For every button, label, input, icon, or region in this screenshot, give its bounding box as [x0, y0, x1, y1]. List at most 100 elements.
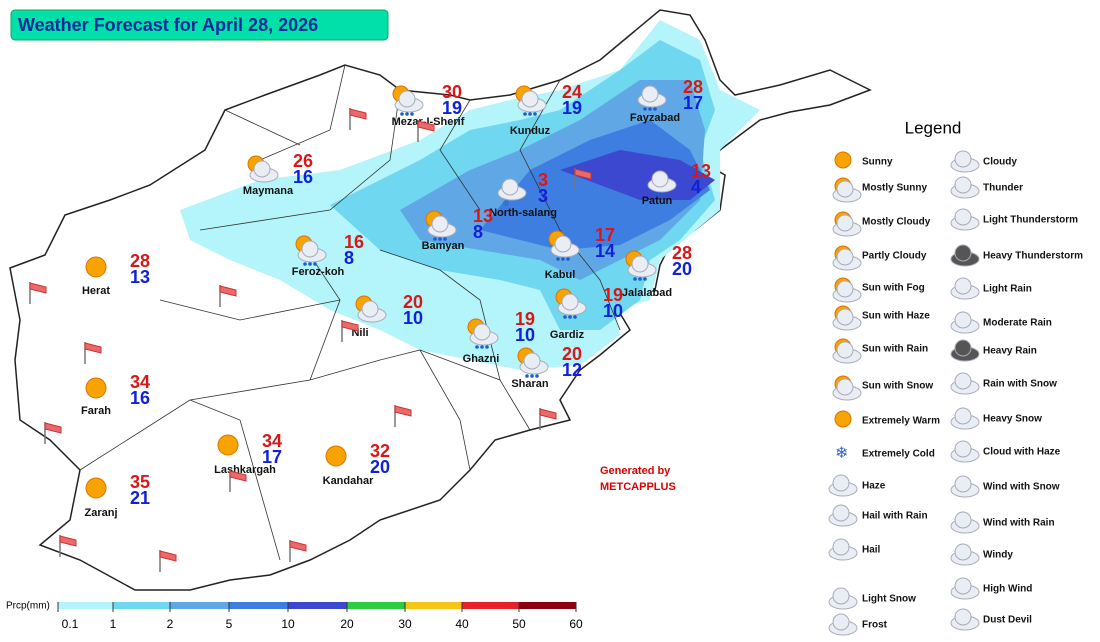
sun-icon: [85, 377, 107, 399]
city-min: 16: [130, 388, 150, 408]
legend-label: Dust Devil: [983, 615, 1032, 626]
cloud-icon: [954, 511, 972, 529]
legend-label: Sun with Rain: [862, 344, 928, 355]
title: Weather Forecast for April 28, 2026: [18, 15, 318, 35]
cloud-icon: [954, 339, 972, 357]
rain-icon: [561, 257, 565, 261]
cloud-icon: [398, 90, 416, 108]
rain-icon: [563, 315, 567, 319]
city-name: Ghazni: [463, 353, 500, 365]
city-min: 19: [562, 98, 582, 118]
cloud-icon: [554, 235, 572, 253]
city-max: 20: [562, 344, 582, 364]
cloud-icon: [431, 215, 449, 233]
rain-icon: [410, 112, 414, 116]
legend-label: Haze: [862, 481, 886, 492]
city-name: Bamyan: [422, 240, 465, 252]
rain-icon: [653, 192, 657, 196]
legend-label: Mostly Sunny: [862, 183, 927, 194]
legend-label: High Wind: [983, 584, 1032, 595]
cloud-icon: [954, 372, 972, 390]
city-max: 19: [515, 309, 535, 329]
cloud-icon: [832, 504, 850, 522]
rain-icon: [308, 262, 312, 266]
city-name: Feroz-koh: [292, 266, 345, 278]
scale-segment: [405, 602, 462, 609]
rain-icon: [535, 374, 539, 378]
city-name: Sharan: [511, 378, 549, 390]
legend-label: Thunder: [983, 183, 1023, 194]
legend-label: Light Snow: [862, 594, 916, 605]
legend-icon: ❄: [835, 445, 848, 462]
city-max: 28: [130, 251, 150, 271]
city-min: 17: [683, 93, 703, 113]
city-min: 12: [562, 360, 582, 380]
windsock: [289, 540, 307, 552]
cloud-icon: [301, 240, 319, 258]
cloud-icon: [523, 352, 541, 370]
cloud-icon: [836, 248, 854, 266]
legend-label: Light Thunderstorm: [983, 215, 1078, 226]
sun-icon: [834, 410, 852, 428]
city-name: Kunduz: [510, 125, 551, 137]
scale-tick-label: 2: [167, 617, 174, 631]
city-min: 3: [538, 186, 548, 206]
legend-label: Sun with Snow: [862, 381, 933, 392]
rain-icon: [658, 192, 662, 196]
cloud-icon: [501, 178, 519, 196]
cloud-icon: [954, 176, 972, 194]
legend-label: Heavy Rain: [983, 346, 1037, 357]
legend-label: Moderate Rain: [983, 318, 1052, 329]
rain-icon: [573, 315, 577, 319]
rain-icon: [648, 107, 652, 111]
cloud-icon: [836, 280, 854, 298]
cloud-icon: [832, 587, 850, 605]
cloud-icon: [954, 577, 972, 595]
windsock: [539, 408, 557, 420]
city-name: Farah: [81, 405, 111, 417]
windsock: [394, 405, 412, 417]
windsock: [84, 342, 102, 354]
cloud-icon: [954, 208, 972, 226]
city-max: 28: [683, 77, 703, 97]
cloud-icon: [954, 244, 972, 262]
rain-icon: [525, 374, 529, 378]
scale-segment: [113, 602, 170, 609]
rain-icon: [663, 192, 667, 196]
city-max: 28: [672, 243, 692, 263]
cloud-icon: [836, 341, 854, 359]
title-box: [10, 9, 389, 41]
cloud-icon: [954, 407, 972, 425]
city-max: 30: [442, 82, 462, 102]
rain-icon: [523, 112, 527, 116]
city-max: 35: [130, 472, 150, 492]
cloud-icon: [954, 277, 972, 295]
city-name: North-salang: [489, 207, 557, 219]
rain-icon: [638, 277, 642, 281]
scale-segment: [519, 602, 576, 609]
cloud-icon: [836, 378, 854, 396]
scale-segment: [462, 602, 519, 609]
scale-tick-label: 20: [340, 617, 354, 631]
city-min: 17: [262, 447, 282, 467]
city-max: 32: [370, 441, 390, 461]
legend-label: Wind with Snow: [983, 482, 1060, 493]
city-max: 13: [473, 206, 493, 226]
rain-icon: [556, 257, 560, 261]
city-max: 34: [262, 431, 282, 451]
rain-icon: [400, 112, 404, 116]
cloud-icon: [253, 160, 271, 178]
rain-icon: [303, 262, 307, 266]
rain-icon: [433, 237, 437, 241]
city-name: Kandahar: [323, 475, 374, 487]
rain-icon: [485, 345, 489, 349]
windsock: [219, 285, 237, 297]
legend-label: Heavy Snow: [983, 414, 1042, 425]
credit: Generated by: [600, 465, 671, 477]
city-max: 13: [691, 161, 711, 181]
cloud-icon: [832, 474, 850, 492]
rain-icon: [653, 107, 657, 111]
legend-label: Frost: [862, 620, 888, 631]
windsock: [159, 550, 177, 562]
